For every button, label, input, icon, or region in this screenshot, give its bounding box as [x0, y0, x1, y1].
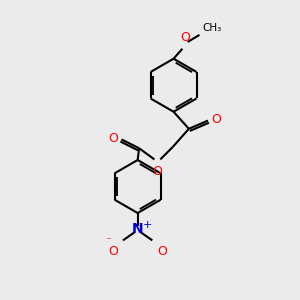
Text: ⁻: ⁻: [105, 237, 111, 247]
Text: O: O: [212, 113, 221, 127]
Text: O: O: [108, 245, 118, 258]
Text: O: O: [108, 132, 118, 145]
Text: N: N: [132, 222, 143, 236]
Text: +: +: [143, 220, 152, 230]
Text: O: O: [152, 165, 162, 178]
Text: O: O: [158, 245, 167, 258]
Text: CH₃: CH₃: [202, 22, 222, 32]
Text: O: O: [180, 31, 190, 44]
